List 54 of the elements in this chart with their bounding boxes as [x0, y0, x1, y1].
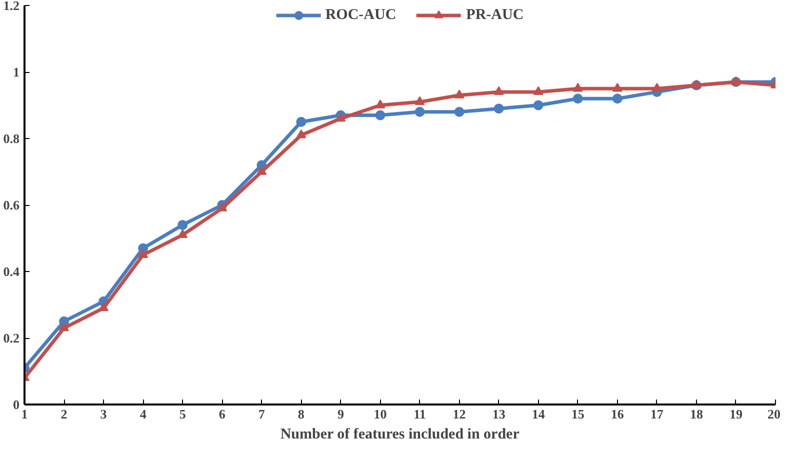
point	[414, 106, 425, 117]
point	[296, 116, 306, 127]
x-tick-label: 18	[690, 406, 704, 422]
y-tick-label: 0.6	[3, 198, 20, 212]
y-tick-label: 0	[13, 397, 20, 412]
point	[533, 100, 544, 110]
y-tick-label: 0.4	[3, 264, 20, 279]
y-tick-label: 0.2	[3, 330, 20, 346]
point	[414, 96, 425, 106]
x-tick-label: 3	[100, 406, 108, 422]
x-tick-label: 12	[452, 406, 466, 422]
point	[375, 100, 386, 108]
point	[138, 249, 148, 258]
y-tick-label: 0.8	[3, 131, 20, 146]
x-tick-label: 9	[337, 406, 344, 422]
legend-label: PR-AUC	[466, 6, 524, 24]
point	[533, 86, 544, 96]
point	[454, 90, 464, 98]
x-tick-label: 13	[492, 406, 506, 422]
point	[296, 129, 306, 138]
x-tick-label: 14	[532, 406, 546, 422]
point	[178, 229, 188, 238]
x-tick-label: 16	[610, 406, 624, 422]
point	[652, 82, 662, 92]
point	[336, 112, 346, 122]
x-tick-label: 5	[179, 406, 186, 422]
point	[572, 94, 583, 104]
x-tick-label: 10	[374, 406, 387, 422]
y-tick-label: 1.2	[3, 0, 20, 13]
point	[98, 302, 109, 312]
point	[256, 166, 267, 175]
point	[454, 106, 464, 117]
x-tick-label: 20	[768, 406, 780, 422]
legend-label: ROC-AUC	[325, 6, 396, 24]
x-tick-label: 17	[650, 406, 664, 422]
point	[494, 104, 504, 114]
x-tick-label: 15	[571, 406, 585, 422]
point	[572, 82, 583, 92]
point	[59, 322, 70, 332]
point	[612, 82, 622, 92]
x-tick-label: 11	[414, 406, 426, 422]
x-tick-label: 6	[218, 406, 226, 422]
point	[375, 110, 386, 120]
x-tick-label: 4	[140, 406, 147, 422]
x-tick-label: 2	[60, 406, 68, 422]
y-tick-label: 1	[13, 64, 20, 80]
point	[494, 86, 504, 96]
x-axis-title: Number of features included in order	[280, 426, 520, 442]
x-tick-label: 7	[258, 406, 266, 422]
point	[612, 94, 622, 104]
point	[178, 220, 188, 230]
point	[217, 202, 228, 212]
x-tick-label: 19	[729, 406, 743, 422]
x-tick-label: 8	[298, 406, 305, 422]
